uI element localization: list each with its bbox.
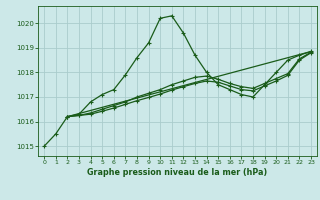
X-axis label: Graphe pression niveau de la mer (hPa): Graphe pression niveau de la mer (hPa) bbox=[87, 168, 268, 177]
